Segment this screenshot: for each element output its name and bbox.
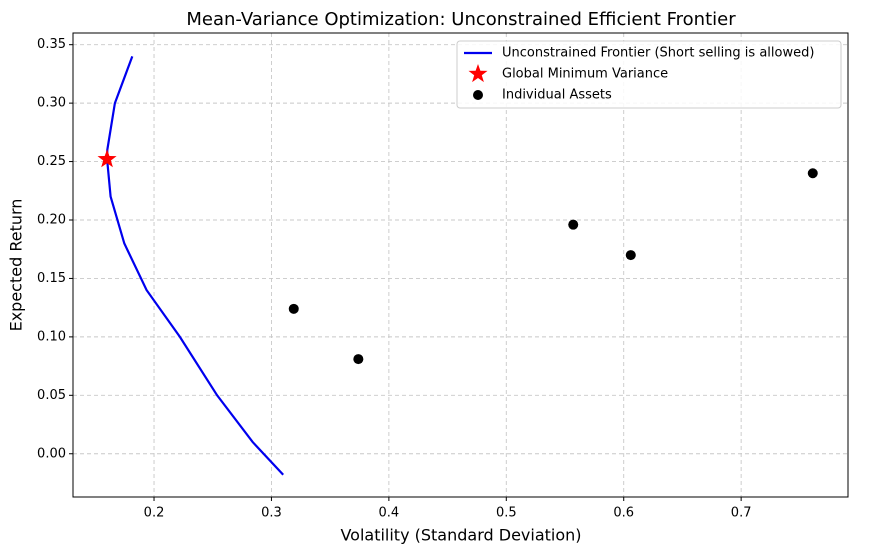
legend-label: Individual Assets [502,88,612,103]
plot-frame [72,32,849,498]
y-tick-label: 0.25 [37,154,66,169]
x-axis-label: Volatility (Standard Deviation) [340,526,581,545]
x-tick-label: 0.6 [613,506,634,521]
legend-label: Global Minimum Variance [502,67,668,82]
y-tick-label: 0.30 [37,96,66,111]
y-tick-label: 0.15 [37,271,66,286]
chart-title: Mean-Variance Optimization: Unconstraine… [186,9,736,30]
x-tick-label: 0.5 [496,506,517,521]
x-tick-label: 0.4 [379,506,400,521]
y-tick-label: 0.20 [37,213,66,228]
legend-label: Unconstrained Frontier (Short selling is… [502,46,814,61]
legend-swatch [468,64,488,83]
x-tick-label: 0.7 [731,506,752,521]
y-tick-label: 0.05 [37,388,66,403]
x-tick-label: 0.3 [261,506,282,521]
asset-point [568,219,579,230]
y-axis-label: Expected Return [7,199,26,332]
legend-box [456,40,842,109]
y-tick-label: 0.10 [37,329,66,344]
y-tick-label: 0.35 [37,37,66,52]
y-tick-label: 0.00 [37,446,66,461]
legend-swatch [473,90,483,100]
gmv-star [97,149,117,168]
x-tick-label: 0.2 [144,506,165,521]
frontier-line [105,56,285,476]
asset-point [288,303,299,314]
asset-point [807,168,818,179]
asset-point [625,250,636,261]
asset-point [353,354,364,365]
